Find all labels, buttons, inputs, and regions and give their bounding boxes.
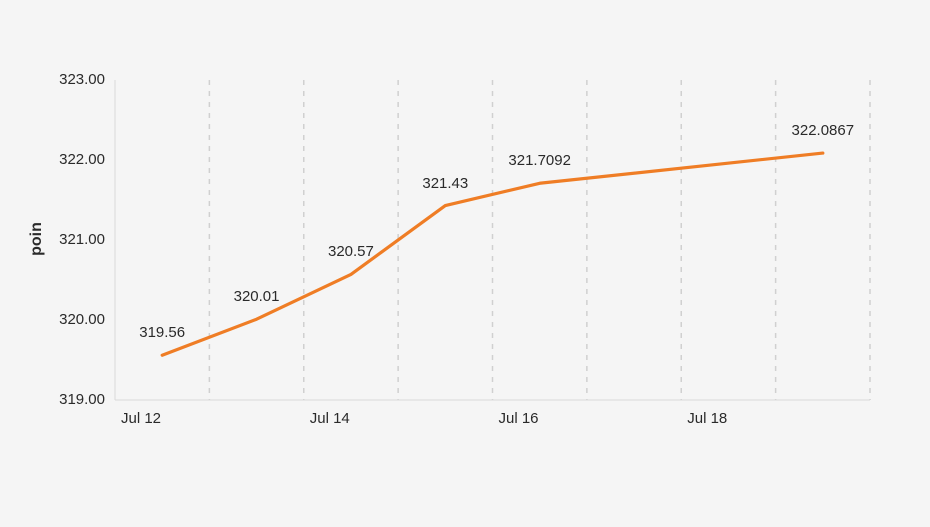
data-label: 322.0867 (792, 122, 855, 139)
x-tick-label: Jul 14 (310, 410, 350, 427)
y-tick-label: 321.00 (59, 231, 105, 248)
y-tick-label: 319.00 (59, 391, 105, 408)
x-tick-label: Jul 16 (499, 410, 539, 427)
data-label: 321.7092 (508, 152, 571, 169)
data-label: 321.43 (422, 175, 468, 192)
data-label: 319.56 (139, 324, 185, 341)
x-tick-label: Jul 12 (121, 410, 161, 427)
y-tick-label: 320.00 (59, 311, 105, 328)
y-tick-label: 323.00 (59, 71, 105, 88)
chart-svg (0, 0, 930, 522)
line-chart: poin 319.00 320.00 321.00 322.00 323.00 Jul 1… (0, 0, 930, 522)
data-label: 320.57 (328, 243, 374, 260)
y-tick-label: 322.00 (59, 151, 105, 168)
x-tick-label: Jul 18 (687, 410, 727, 427)
y-axis-title: poin (28, 222, 46, 256)
data-label: 320.01 (234, 288, 280, 305)
